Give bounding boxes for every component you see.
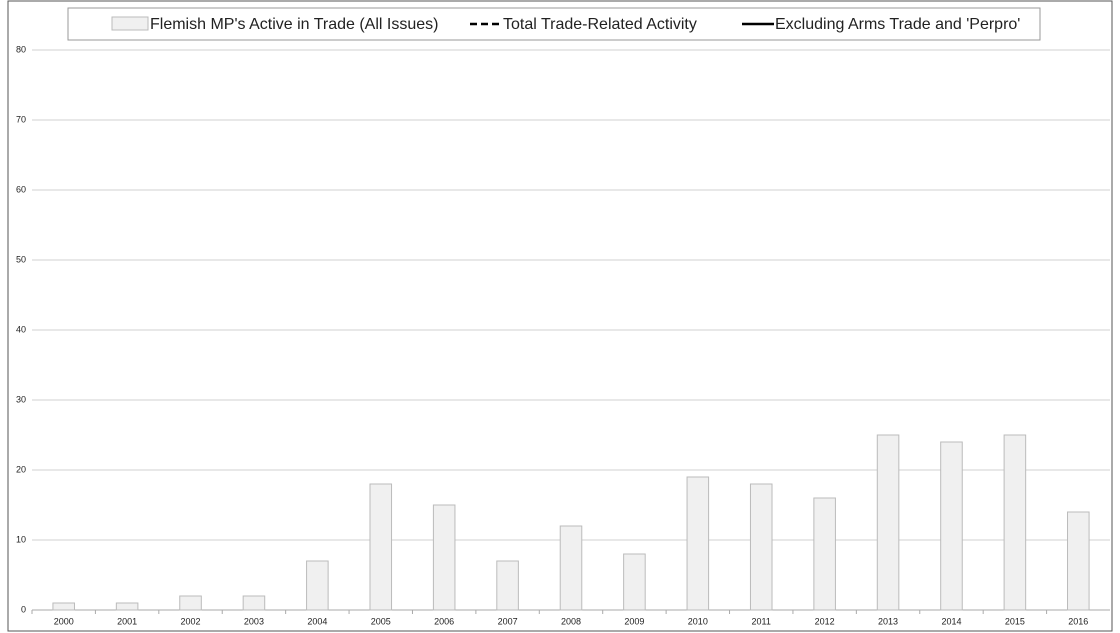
x-tick-label: 2004	[307, 616, 327, 626]
legend-box	[67, 7, 1041, 41]
y-tick-label: 80	[16, 44, 26, 54]
bar	[1067, 511, 1090, 611]
x-tick-label: 2013	[878, 616, 898, 626]
x-tick-label: 2012	[815, 616, 835, 626]
bar	[306, 560, 329, 611]
y-tick-label: 10	[16, 534, 26, 544]
x-tick-label: 2000	[54, 616, 74, 626]
bar	[559, 525, 583, 611]
bar	[623, 553, 646, 611]
y-tick-label: 30	[16, 394, 26, 404]
y-tick-label: 50	[16, 254, 26, 264]
bar	[242, 595, 266, 611]
x-tick-label: 2003	[244, 616, 264, 626]
legend-label: Total Trade-Related Activity	[503, 16, 697, 33]
x-tick-label: 2009	[624, 616, 644, 626]
bar	[686, 476, 710, 611]
x-tick-label: 2005	[371, 616, 391, 626]
bar	[496, 560, 519, 611]
bar	[369, 483, 393, 611]
y-tick-label: 40	[16, 324, 26, 334]
x-tick-label: 2014	[941, 616, 961, 626]
x-tick-label: 2010	[688, 616, 708, 626]
bar	[940, 441, 963, 611]
bar	[813, 497, 836, 611]
x-tick-label: 2011	[752, 616, 771, 626]
x-tick-label: 2016	[1068, 616, 1088, 626]
x-tick-label: 2006	[434, 616, 454, 626]
y-tick-label: 0	[21, 604, 26, 614]
bar	[115, 602, 139, 611]
legend-label: Flemish MP's Active in Trade (All Issues…	[150, 16, 438, 33]
y-tick-label: 70	[16, 114, 26, 124]
x-tick-label: 2008	[561, 616, 581, 626]
bar	[179, 595, 202, 611]
x-tick-label: 2015	[1005, 616, 1025, 626]
x-tick-label: 2007	[498, 616, 518, 626]
bar	[876, 434, 900, 611]
x-tick-label: 2002	[181, 616, 201, 626]
bar	[1003, 434, 1027, 611]
bar	[52, 602, 75, 611]
y-tick-label: 20	[16, 464, 26, 474]
bar	[432, 504, 456, 611]
y-tick-label: 60	[16, 184, 26, 194]
x-tick-label: 2001	[117, 616, 137, 626]
legend-label: Excluding Arms Trade and 'Perpro'	[775, 16, 1020, 33]
bar	[749, 483, 773, 611]
legend-swatch	[111, 16, 149, 31]
